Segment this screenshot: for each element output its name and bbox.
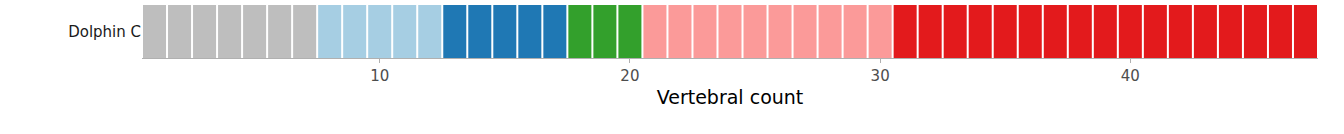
svg-text:Dolphin C: Dolphin C [68,23,141,41]
svg-text:Vertebral count: Vertebral count [657,86,804,108]
svg-text:20: 20 [620,67,639,85]
svg-text:30: 30 [871,67,890,85]
svg-text:40: 40 [1121,67,1140,85]
svg-text:10: 10 [370,67,389,85]
